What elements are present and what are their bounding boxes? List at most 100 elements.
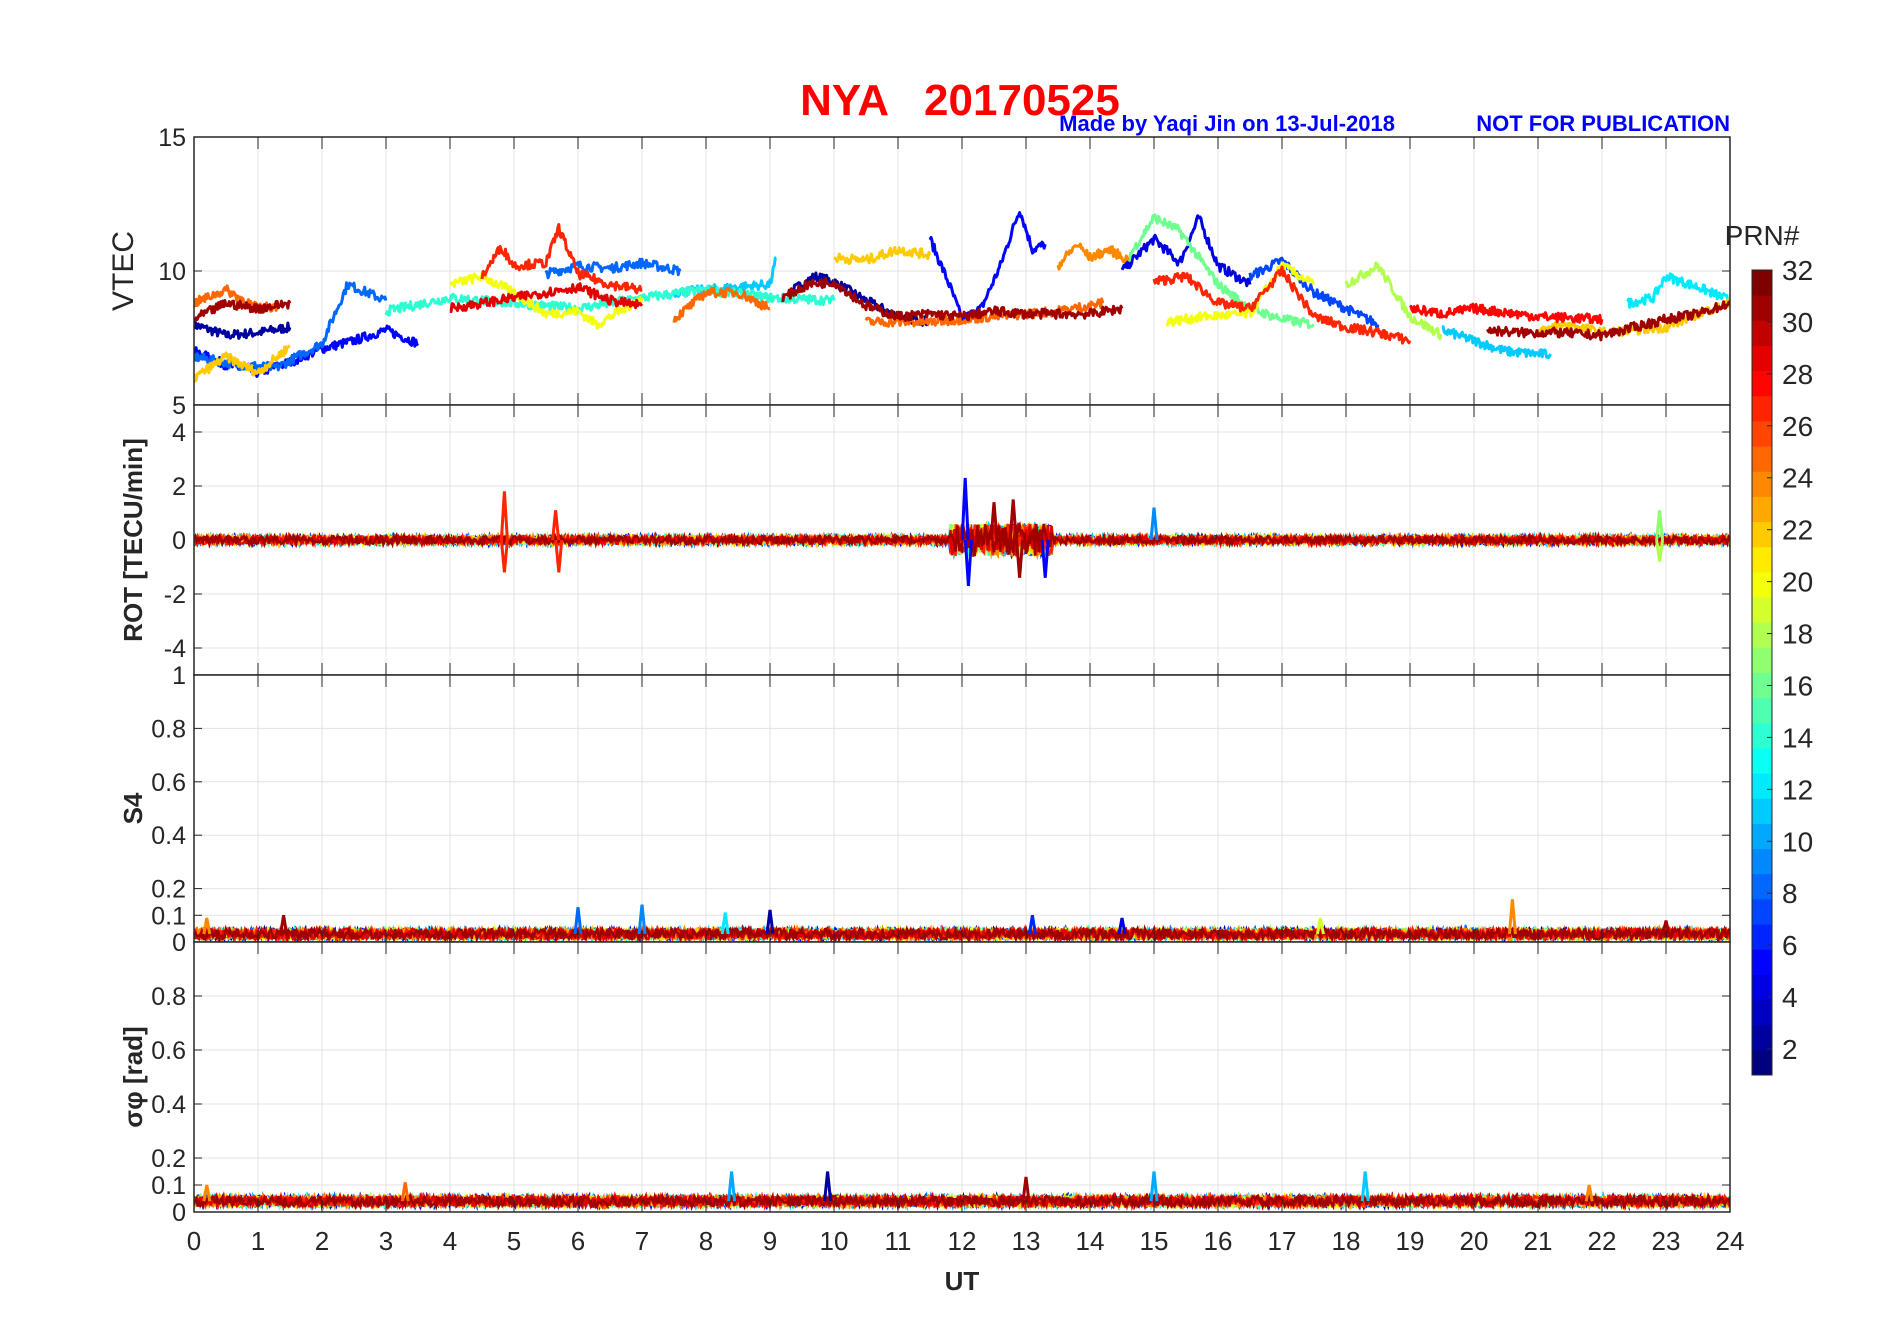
spike-prn-31 bbox=[1008, 499, 1018, 541]
colorbar-tick-label: 26 bbox=[1782, 411, 1813, 442]
colorbar-swatch bbox=[1752, 949, 1772, 975]
spike-prn-5 bbox=[960, 477, 970, 541]
spike-prn-8 bbox=[573, 907, 583, 935]
colorbar-swatch bbox=[1752, 622, 1772, 648]
series-line-prn-4 bbox=[1120, 214, 1252, 288]
colorbar-swatch bbox=[1752, 395, 1772, 422]
series-line-prn-7 bbox=[1248, 256, 1380, 330]
y-tick-label: 0.4 bbox=[151, 822, 186, 850]
panel-s4: 00.10.2 0.4 0.6 0.8 1 S4 bbox=[118, 662, 1731, 957]
x-tick-label: 20 bbox=[1460, 1226, 1489, 1256]
x-tick-label: 19 bbox=[1396, 1226, 1425, 1256]
colorbar-tick-label: 22 bbox=[1782, 515, 1813, 546]
x-tick-label: 9 bbox=[763, 1226, 777, 1256]
y-tick-label: 0.2 bbox=[151, 1145, 186, 1173]
x-tick-label: 4 bbox=[443, 1226, 457, 1256]
x-tick-label: 6 bbox=[571, 1226, 585, 1256]
y-tick-label: 1 bbox=[172, 662, 186, 690]
series-line-prn-29 bbox=[449, 282, 644, 313]
y-tick-label: 15 bbox=[158, 124, 186, 152]
colorbar-tick-label: 10 bbox=[1782, 826, 1813, 857]
x-tick-label: 23 bbox=[1652, 1226, 1681, 1256]
series-line-prn-5 bbox=[928, 211, 1047, 323]
colorbar-swatch bbox=[1752, 496, 1772, 523]
spike-prn-5 bbox=[1040, 539, 1050, 578]
colorbar-tick-label: 16 bbox=[1782, 670, 1813, 701]
y-axis-label: σφ [rad] bbox=[118, 1026, 148, 1127]
y-tick-label: 0.1 bbox=[151, 1172, 186, 1200]
colorbar-tick-label: 6 bbox=[1782, 930, 1798, 961]
x-tick-label: 13 bbox=[1012, 1226, 1041, 1256]
panel-rot: -4 -2 0 2 4 ROT [TECU/min] bbox=[118, 404, 1731, 676]
y-tick-label: 5 bbox=[172, 392, 186, 420]
spike-prn-2 bbox=[765, 909, 775, 935]
colorbar-swatch bbox=[1752, 546, 1772, 573]
colorbar-frame bbox=[1751, 269, 1773, 1076]
series-line-prn-11 bbox=[1441, 325, 1552, 360]
y-tick-label: 0 bbox=[172, 527, 186, 555]
series-line-prn-20 bbox=[1165, 261, 1316, 327]
y-axis-label: VTEC bbox=[107, 231, 140, 311]
y-tick-label: 0.8 bbox=[151, 715, 186, 743]
x-tick-label: 14 bbox=[1076, 1226, 1105, 1256]
series-line-prn-27 bbox=[1152, 265, 1412, 345]
series-group bbox=[194, 477, 1730, 586]
x-tick-label: 18 bbox=[1332, 1226, 1361, 1256]
y-tick-label: 0.6 bbox=[151, 769, 186, 797]
notice-text: NOT FOR PUBLICATION bbox=[1476, 111, 1730, 136]
y-tick-label: 0.2 bbox=[151, 876, 186, 904]
series-line-prn-16 bbox=[1127, 213, 1315, 330]
spike-prn-31 bbox=[1661, 920, 1671, 935]
y-tick-label: 0.8 bbox=[151, 983, 186, 1011]
colorbar-swatch bbox=[1752, 446, 1772, 472]
spike-prn-2 bbox=[823, 1171, 833, 1202]
series-line-prn-24 bbox=[1056, 242, 1130, 271]
x-axis-label: UT bbox=[945, 1266, 980, 1296]
y-tick-label: -2 bbox=[164, 581, 186, 609]
x-tick-label: 7 bbox=[635, 1226, 649, 1256]
chart-title: NYA 20170525 bbox=[800, 76, 1120, 125]
y-axis-label: ROT [TECU/min] bbox=[118, 438, 148, 642]
series-line-prn-12 bbox=[1626, 272, 1730, 309]
spike-prn-17 bbox=[1655, 510, 1665, 541]
colorbar-swatch bbox=[1752, 295, 1772, 321]
spike-prn-19 bbox=[1315, 917, 1325, 935]
series-line-prn-31 bbox=[1485, 300, 1730, 342]
spike-prn-5 bbox=[963, 539, 973, 586]
y-axis-label: S4 bbox=[118, 792, 148, 824]
series-line-prn-5 bbox=[194, 324, 420, 378]
spike-prn-12 bbox=[720, 912, 730, 935]
colorbar-label: PRN# bbox=[1725, 220, 1800, 251]
x-tick-label: 3 bbox=[379, 1226, 393, 1256]
spike-prn-31 bbox=[1015, 539, 1025, 578]
spike-prn-9 bbox=[637, 904, 647, 935]
spike-prn-31 bbox=[989, 502, 999, 541]
colorbar-tick-label: 24 bbox=[1782, 463, 1813, 494]
y-tick-label: 0.1 bbox=[151, 902, 186, 930]
x-tick-label: 21 bbox=[1524, 1226, 1553, 1256]
colorbar-swatch bbox=[1752, 345, 1772, 372]
colorbar-swatch bbox=[1752, 999, 1772, 1026]
credit-text: Made by Yaqi Jin on 13-Jul-2018 bbox=[1059, 111, 1395, 136]
series-line-prn-27 bbox=[480, 223, 643, 295]
x-tick-label: 10 bbox=[820, 1226, 849, 1256]
x-tick-label: 2 bbox=[315, 1226, 329, 1256]
colorbar-tick-label: 12 bbox=[1782, 774, 1813, 805]
colorbar-swatch bbox=[1752, 848, 1772, 875]
x-tick-label: 22 bbox=[1588, 1226, 1617, 1256]
y-tick-label: 10 bbox=[158, 258, 186, 286]
x-tick-label: 5 bbox=[507, 1226, 521, 1256]
series-line-prn-22 bbox=[833, 245, 932, 265]
y-tick-label: 0.6 bbox=[151, 1037, 186, 1065]
axes-box bbox=[193, 941, 1731, 1213]
x-tick-label: 15 bbox=[1140, 1226, 1169, 1256]
colorbar-swatch bbox=[1752, 722, 1772, 749]
colorbar-tick-label: 4 bbox=[1782, 982, 1798, 1013]
x-tick-label: 8 bbox=[699, 1226, 713, 1256]
series-line-prn-31 bbox=[194, 520, 1730, 558]
spike-prn-11 bbox=[1360, 1171, 1370, 1202]
y-tick-label: 2 bbox=[172, 473, 186, 501]
colorbar-swatch bbox=[1752, 773, 1772, 799]
